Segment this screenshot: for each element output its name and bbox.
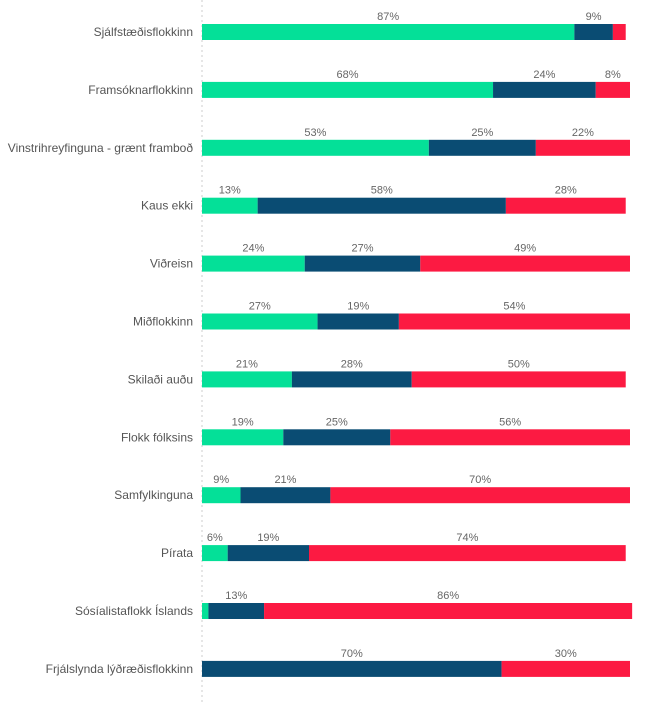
bar-segment — [595, 81, 630, 98]
data-label: 70% — [469, 474, 491, 486]
bar-segment — [257, 197, 506, 214]
bar-segment — [574, 24, 613, 40]
data-label: 49% — [514, 243, 536, 255]
bar-segment — [202, 487, 241, 504]
category-label: Vinstrihreyfinguna - grænt framboð — [8, 141, 194, 155]
bar-segment — [420, 255, 630, 272]
data-label: 6% — [207, 532, 223, 544]
bar-segment — [202, 545, 228, 562]
data-label: 68% — [337, 69, 359, 81]
data-label: 74% — [456, 532, 478, 544]
bar-segment — [411, 371, 626, 388]
data-label: 25% — [471, 127, 493, 139]
data-label: 19% — [257, 532, 279, 544]
category-label: Flokk fólksins — [121, 430, 193, 444]
data-label: 28% — [341, 358, 363, 370]
data-label: 27% — [249, 301, 271, 313]
bar-segment — [202, 313, 318, 330]
labels-layer: Sjálfstæðisflokkinn 87% 9% Framsóknarflokki… — [8, 11, 621, 676]
data-label: 19% — [347, 301, 369, 313]
data-label: 28% — [555, 185, 577, 197]
data-label: 13% — [225, 590, 247, 602]
bar-segment — [202, 81, 494, 98]
category-label: Miðflokkinn — [133, 315, 193, 329]
bar-segment — [330, 487, 630, 504]
category-label: Frjálslynda lýðræðisflokkinn — [46, 662, 193, 676]
bar-segment — [202, 429, 284, 446]
data-label: 27% — [351, 243, 373, 255]
bar-segment — [612, 24, 626, 40]
data-label: 87% — [377, 11, 399, 23]
category-label: Samfylkinguna — [114, 488, 193, 502]
bar-segment — [535, 139, 630, 156]
bar-segment — [264, 603, 633, 619]
data-label: 21% — [236, 358, 258, 370]
data-label: 50% — [508, 358, 530, 370]
category-label: Sósíalistaflokk Íslands — [75, 603, 193, 618]
category-label: Pírata — [161, 546, 193, 560]
data-label: 24% — [533, 69, 555, 81]
bar-segment — [291, 371, 412, 388]
bar-segment — [505, 197, 626, 214]
category-label: Framsóknarflokkinn — [88, 83, 193, 97]
data-label: 22% — [572, 127, 594, 139]
bar-segment — [202, 197, 258, 214]
bar-segment — [208, 603, 265, 619]
bar-segment — [202, 371, 292, 388]
data-label: 13% — [219, 185, 241, 197]
category-label: Viðreisn — [150, 257, 193, 271]
category-label: Sjálfstæðisflokkinn — [94, 25, 193, 39]
bar-segment — [202, 255, 305, 272]
bar-segment — [240, 487, 331, 504]
data-label: 58% — [371, 185, 393, 197]
data-label: 53% — [304, 127, 326, 139]
data-label: 25% — [326, 416, 348, 428]
bar-segment — [202, 139, 429, 156]
bar-segment — [304, 255, 421, 272]
bar-segment — [317, 313, 399, 330]
bar-segment — [398, 313, 630, 330]
bar-segment — [493, 81, 596, 98]
bar-segment — [390, 429, 630, 446]
bar-segment — [202, 660, 502, 677]
bar-segment — [428, 139, 536, 156]
data-label: 24% — [242, 243, 264, 255]
bar-segment — [283, 429, 391, 446]
category-label: Skilaði auðu — [128, 372, 193, 386]
bar-segment — [501, 660, 630, 677]
bar-segment — [202, 603, 209, 619]
data-label: 9% — [213, 474, 229, 486]
data-label: 86% — [437, 590, 459, 602]
data-label: 8% — [605, 69, 621, 81]
data-label: 56% — [499, 416, 521, 428]
bars-layer — [202, 24, 633, 677]
bar-segment — [202, 24, 575, 40]
bar-segment — [227, 545, 309, 562]
data-label: 54% — [503, 301, 525, 313]
data-label: 19% — [232, 416, 254, 428]
category-label: Kaus ekki — [141, 199, 193, 213]
data-label: 9% — [586, 11, 602, 23]
bar-segment — [309, 545, 626, 562]
data-label: 30% — [555, 648, 577, 660]
data-label: 21% — [274, 474, 296, 486]
data-label: 70% — [341, 648, 363, 660]
